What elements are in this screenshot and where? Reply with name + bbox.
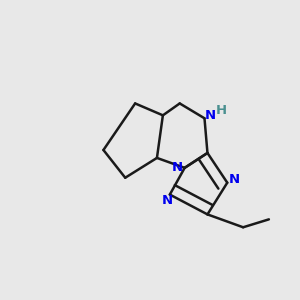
Text: N: N — [205, 109, 216, 122]
Text: N: N — [229, 173, 240, 186]
Text: N: N — [161, 194, 172, 207]
Text: H: H — [215, 104, 226, 117]
Text: N: N — [172, 161, 183, 174]
